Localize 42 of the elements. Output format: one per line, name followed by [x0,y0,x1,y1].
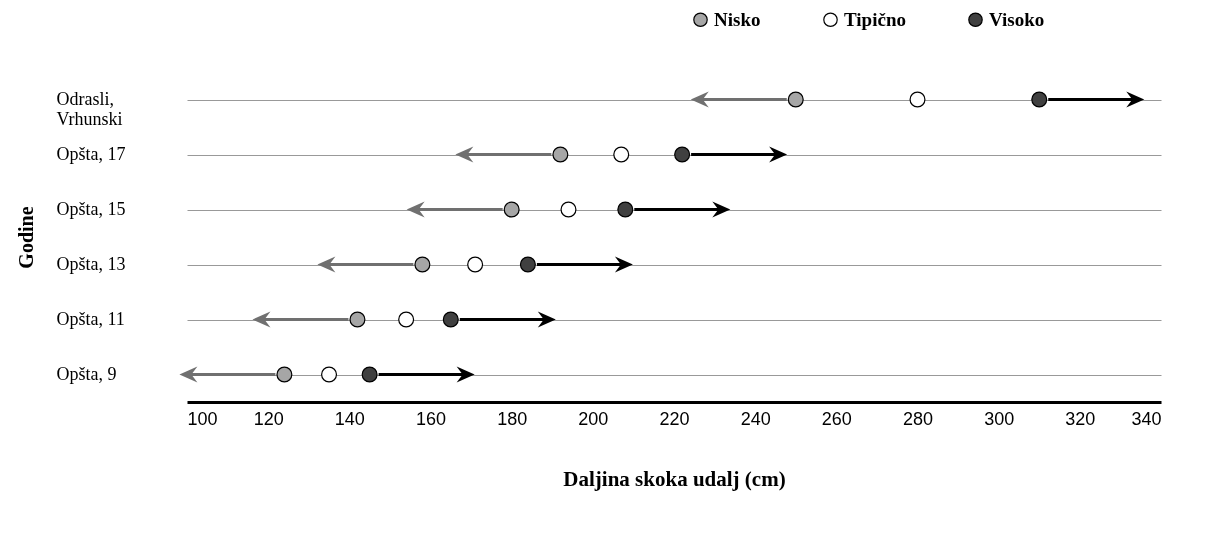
x-tick-label: 340 [1131,408,1162,429]
y-tick-label: Opšta, 9 [56,364,117,384]
y-tick-label: Odrasli, Vrhunski [56,89,123,129]
x-tick-label: 280 [902,408,934,429]
point [503,201,520,218]
point [519,256,536,273]
y-axis-title: Godine [14,206,37,269]
x-tick-label: 200 [578,408,609,429]
point [321,366,338,383]
point [276,366,293,383]
point [414,256,431,273]
point [361,366,378,383]
point [613,146,630,163]
x-tick-label: 100 [187,408,218,429]
y-tick-label: Opšta, 13 [56,254,126,274]
x-tick-label: 240 [740,408,771,429]
x-tick-label: 320 [1065,408,1096,429]
point [398,311,415,328]
x-tick-label: 300 [984,408,1015,429]
point [617,201,634,218]
x-axis-title: Daljina skoka udalj (cm) [563,466,786,491]
point [467,256,484,273]
x-tick-label: 260 [821,408,852,429]
point [787,91,804,108]
x-tick-label: 120 [253,408,284,429]
point [349,311,366,328]
point [1031,91,1048,108]
legend-label: Tipično [844,8,906,30]
point [909,91,926,108]
y-tick-label: Opšta, 11 [56,309,125,329]
x-tick-label: 140 [334,408,365,429]
x-tick-label: 180 [497,408,528,429]
legend-label: Nisko [714,8,761,30]
y-tick-label: Opšta, 17 [56,144,126,164]
point [674,146,691,163]
y-tick-label: Opšta, 15 [56,199,126,219]
point [442,311,459,328]
point [560,201,577,218]
point [552,146,569,163]
x-tick-label: 160 [415,408,447,429]
x-tick-label: 220 [659,408,690,429]
legend-label: Visoko [989,8,1045,30]
